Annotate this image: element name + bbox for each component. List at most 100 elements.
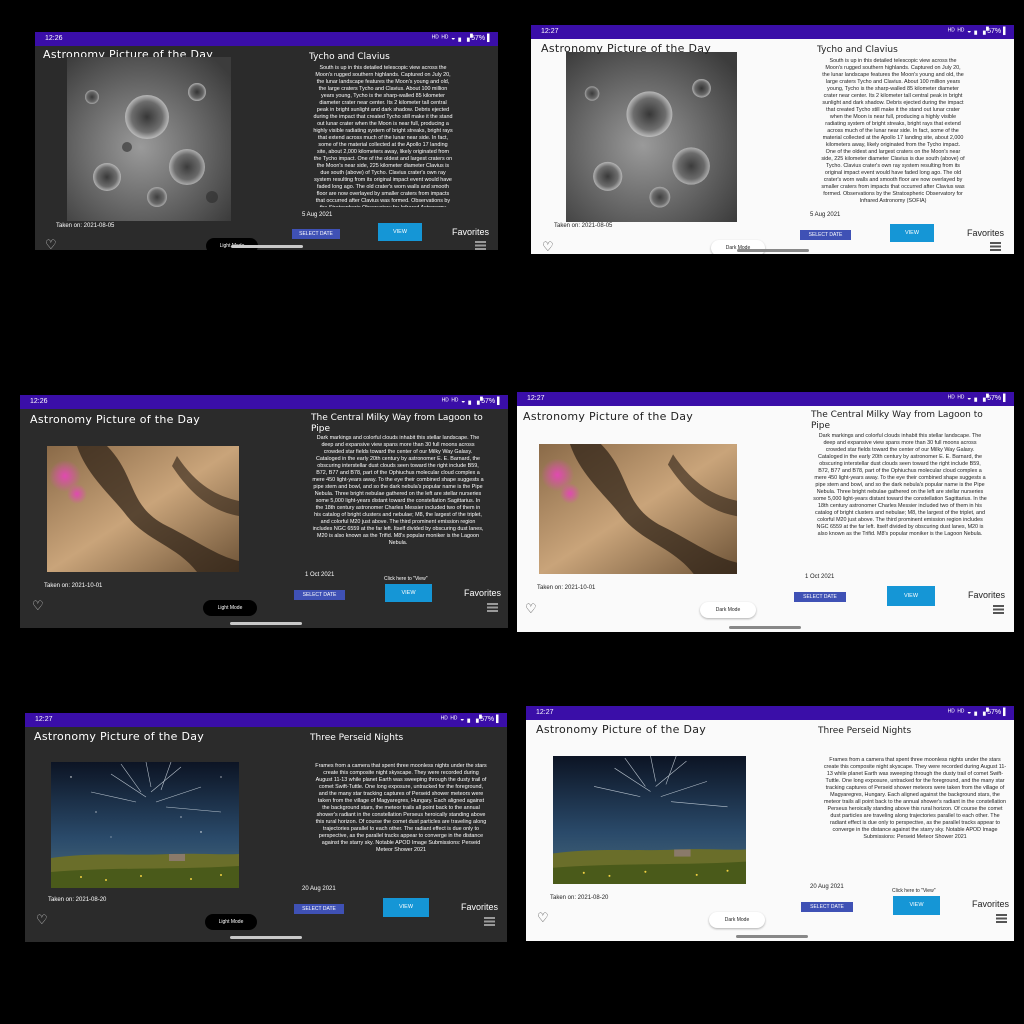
- select-date-button[interactable]: SELECT DATE: [800, 230, 851, 240]
- picture-title: The Central Milky Way from Lagoon to Pip…: [311, 413, 483, 433]
- screenshot-perseids-dark: 12:27 ᴴᴰ ᴴᴰ ◒ ▖▗▘ 57% ▌ Astronomy Pictur…: [25, 713, 507, 942]
- nav-handle[interactable]: [729, 626, 801, 629]
- battery-level: 57% ▌: [987, 395, 1008, 402]
- status-icons: ᴴᴰ ᴴᴰ ◒ ▖▗▘: [440, 716, 485, 723]
- apod-image[interactable]: [47, 446, 239, 572]
- select-date-button[interactable]: SELECT DATE: [794, 592, 846, 602]
- picture-description: Dark markings and colorful clouds inhabi…: [813, 433, 987, 537]
- view-button[interactable]: VIEW: [378, 223, 422, 241]
- status-icons: ᴴᴰ ᴴᴰ ◒ ▖▗▘: [431, 35, 476, 42]
- app-title: Astronomy Picture of the Day: [523, 410, 694, 423]
- app-title: Astronomy Picture of the Day: [541, 42, 712, 55]
- nav-handle[interactable]: [230, 622, 302, 625]
- moon-photo: [566, 52, 737, 222]
- favorite-heart-icon[interactable]: ♡: [45, 237, 57, 250]
- apod-image[interactable]: [566, 52, 737, 222]
- screenshot-milkyway-dark: 12:26 ᴴᴰ ᴴᴰ ◒ ▖▗▘ 57% ▌ Astronomy Pictur…: [20, 395, 508, 628]
- battery-level: 57% ▌: [480, 716, 501, 723]
- status-bar: 12:27 ᴴᴰ ᴴᴰ ◒ ▖▗▘ 57% ▌: [526, 706, 1014, 720]
- battery-icon: ▌: [1003, 28, 1008, 35]
- list-icon[interactable]: [487, 603, 498, 612]
- picture-title: Tycho and Clavius: [817, 45, 898, 55]
- picture-date: 20 Aug 2021: [302, 886, 336, 892]
- app-title: Astronomy Picture of the Day: [536, 723, 707, 736]
- list-icon[interactable]: [990, 242, 1001, 251]
- status-icons: ᴴᴰ ᴴᴰ ◒ ▖▗▘: [947, 709, 992, 716]
- select-date-button[interactable]: SELECT DATE: [294, 904, 344, 914]
- theme-toggle-button[interactable]: Light Mode: [205, 914, 257, 930]
- status-time: 12:27: [35, 716, 53, 723]
- status-bar: 12:27 ᴴᴰ ᴴᴰ ◒ ▖▗▘ 57% ▌: [531, 25, 1014, 39]
- theme-toggle-button[interactable]: Light Mode: [203, 600, 257, 616]
- status-time: 12:27: [527, 395, 545, 402]
- apod-image[interactable]: [51, 762, 239, 888]
- status-bar: 12:27 ᴴᴰ ᴴᴰ ◒ ▖▗▘ 57% ▌: [25, 713, 507, 727]
- taken-on-label: Taken on: 2021-08-05: [554, 223, 613, 229]
- favorites-label[interactable]: Favorites: [967, 228, 1005, 238]
- perseid-photo: [51, 762, 239, 888]
- status-time: 12:26: [45, 35, 63, 42]
- app-content: Astronomy Picture of the Day Taken on: 2…: [517, 406, 1014, 632]
- status-icons: ᴴᴰ ᴴᴰ ◒ ▖▗▘: [947, 28, 992, 35]
- apod-image[interactable]: [67, 57, 231, 221]
- taken-on-label: Taken on: 2021-08-20: [550, 895, 609, 901]
- nav-handle[interactable]: [737, 249, 809, 252]
- theme-toggle-button[interactable]: Dark Mode: [700, 602, 756, 618]
- favorites-label[interactable]: Favorites: [968, 590, 1006, 600]
- favorite-heart-icon[interactable]: ♡: [36, 912, 48, 927]
- favorites-label[interactable]: Favorites: [972, 899, 1010, 909]
- favorite-heart-icon[interactable]: ♡: [537, 910, 549, 925]
- click-hint-label: Click here to "View": [892, 888, 936, 894]
- nav-handle[interactable]: [230, 936, 302, 939]
- picture-title: The Central Milky Way from Lagoon to Pip…: [811, 410, 983, 430]
- favorite-heart-icon[interactable]: ♡: [525, 601, 537, 616]
- status-bar: 12:27 ᴴᴰ ᴴᴰ ◒ ▖▗▘ 57% ▌: [517, 392, 1014, 406]
- theme-toggle-button[interactable]: Light Mode: [206, 238, 258, 250]
- nav-handle[interactable]: [736, 935, 808, 938]
- list-icon[interactable]: [484, 917, 495, 926]
- picture-description: South is up in this detailed telescopic …: [313, 65, 453, 207]
- favorites-label[interactable]: Favorites: [452, 227, 490, 237]
- favorite-heart-icon[interactable]: ♡: [542, 239, 554, 254]
- list-icon[interactable]: [996, 914, 1007, 923]
- favorite-heart-icon[interactable]: ♡: [32, 598, 44, 613]
- milky-way-photo: [47, 446, 239, 572]
- view-button[interactable]: VIEW: [887, 586, 935, 606]
- battery-level: 57% ▌: [471, 35, 492, 42]
- select-date-button[interactable]: SELECT DATE: [294, 590, 345, 600]
- app-title: Astronomy Picture of the Day: [34, 730, 205, 743]
- app-content: Astronomy Picture of the Day Taken on:: [25, 727, 507, 942]
- list-icon[interactable]: [993, 605, 1004, 614]
- battery-icon: ▌: [1003, 395, 1008, 402]
- app-content: Astronomy Picture of the Day Taken on: 2…: [531, 39, 1014, 254]
- select-date-button[interactable]: SELECT DATE: [292, 229, 340, 239]
- view-button[interactable]: VIEW: [383, 898, 429, 917]
- favorites-label[interactable]: Favorites: [461, 902, 499, 912]
- picture-description: Frames from a camera that spent three mo…: [315, 763, 487, 853]
- picture-title: Three Perseid Nights: [310, 733, 404, 743]
- nav-handle[interactable]: [231, 245, 303, 248]
- battery-icon: ▌: [496, 716, 501, 723]
- favorites-label[interactable]: Favorites: [464, 588, 502, 598]
- status-bar: 12:26 ᴴᴰ ᴴᴰ ◒ ▖▗▘ 57% ▌: [35, 32, 498, 46]
- perseid-photo: [553, 756, 746, 884]
- taken-on-label: Taken on: 2021-10-01: [44, 583, 103, 589]
- apod-image[interactable]: [553, 756, 746, 884]
- theme-toggle-button[interactable]: Dark Mode: [709, 912, 765, 928]
- apod-image[interactable]: [539, 444, 737, 574]
- taken-on-label: Taken on: 2021-08-20: [48, 897, 107, 903]
- milky-way-photo: [539, 444, 737, 574]
- view-button[interactable]: VIEW: [385, 584, 432, 602]
- status-bar: 12:26 ᴴᴰ ᴴᴰ ◒ ▖▗▘ 57% ▌: [20, 395, 508, 409]
- list-icon[interactable]: [475, 241, 486, 250]
- picture-date: 5 Aug 2021: [302, 212, 333, 218]
- select-date-button[interactable]: SELECT DATE: [801, 902, 853, 912]
- screenshot-tycho-dark: 12:26 ᴴᴰ ᴴᴰ ◒ ▖▗▘ 57% ▌ Astronomy Pictur…: [35, 32, 498, 250]
- picture-description: Dark markings and colorful clouds inhabi…: [312, 435, 484, 546]
- status-time: 12:26: [30, 398, 48, 405]
- picture-description: Frames from a camera that spent three mo…: [823, 757, 1007, 840]
- screenshot-tycho-light: 12:27 ᴴᴰ ᴴᴰ ◒ ▖▗▘ 57% ▌ Astronomy Pictur…: [531, 25, 1014, 254]
- battery-icon: ▌: [497, 398, 502, 405]
- view-button[interactable]: VIEW: [890, 224, 934, 242]
- view-button[interactable]: VIEW: [893, 896, 940, 915]
